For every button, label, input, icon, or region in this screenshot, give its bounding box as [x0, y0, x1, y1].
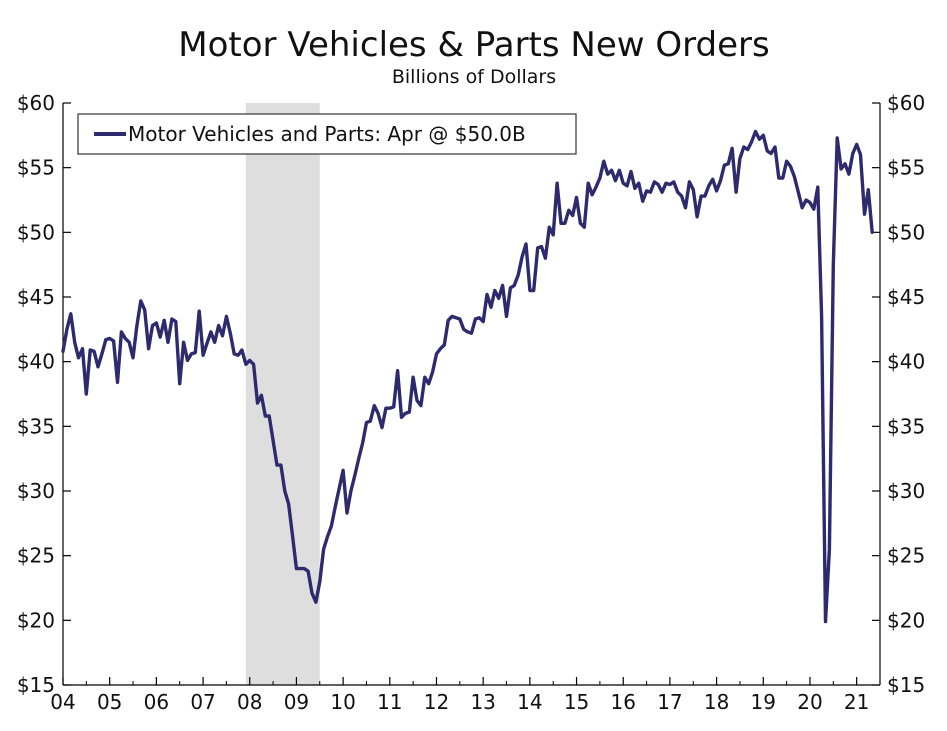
x-tick-label: 08: [237, 690, 262, 714]
legend: Motor Vehicles and Parts: Apr @ $50.0B: [78, 114, 576, 154]
x-tick-label: 11: [377, 690, 402, 714]
series-line-motor-vehicles-parts: [63, 132, 872, 622]
y-tick-label-left: $40: [17, 350, 55, 374]
x-tick-label: 14: [517, 690, 542, 714]
y-tick-label-right: $55: [887, 156, 925, 180]
y-tick-label-left: $30: [17, 479, 55, 503]
y-tick-label-left: $60: [17, 91, 55, 115]
x-tick-label: 06: [144, 690, 169, 714]
legend-label: Motor Vehicles and Parts: Apr @ $50.0B: [128, 122, 526, 146]
y-tick-label-right: $30: [887, 479, 925, 503]
x-tick-label: 12: [424, 690, 449, 714]
y-tick-label-right: $15: [887, 673, 925, 697]
y-tick-label-left: $15: [17, 673, 55, 697]
x-tick-label: 05: [97, 690, 122, 714]
y-tick-label-left: $20: [17, 608, 55, 632]
y-tick-label-left: $55: [17, 156, 55, 180]
chart-subtitle: Billions of Dollars: [392, 66, 556, 88]
y-tick-label-right: $45: [887, 285, 925, 309]
x-tick-label: 09: [284, 690, 309, 714]
x-tick-label: 07: [190, 690, 215, 714]
y-tick-label-left: $45: [17, 285, 55, 309]
y-tick-label-left: $35: [17, 414, 55, 438]
y-tick-label-right: $25: [887, 544, 925, 568]
x-tick-label: 17: [657, 690, 682, 714]
y-tick-label-right: $40: [887, 350, 925, 374]
y-tick-label-left: $25: [17, 544, 55, 568]
x-tick-label: 13: [470, 690, 495, 714]
x-tick-label: 20: [797, 690, 822, 714]
x-tick-label: 16: [611, 690, 636, 714]
y-tick-label-right: $20: [887, 608, 925, 632]
x-tick-label: 21: [844, 690, 869, 714]
x-tick-label: 15: [564, 690, 589, 714]
y-tick-label-right: $60: [887, 91, 925, 115]
y-tick-label-left: $50: [17, 220, 55, 244]
y-tick-label-right: $50: [887, 220, 925, 244]
x-tick-label: 18: [704, 690, 729, 714]
x-tick-label: 10: [330, 690, 355, 714]
chart-title: Motor Vehicles & Parts New Orders: [178, 25, 769, 65]
x-tick-label: 04: [50, 690, 75, 714]
y-tick-label-right: $35: [887, 414, 925, 438]
x-tick-label: 19: [751, 690, 776, 714]
